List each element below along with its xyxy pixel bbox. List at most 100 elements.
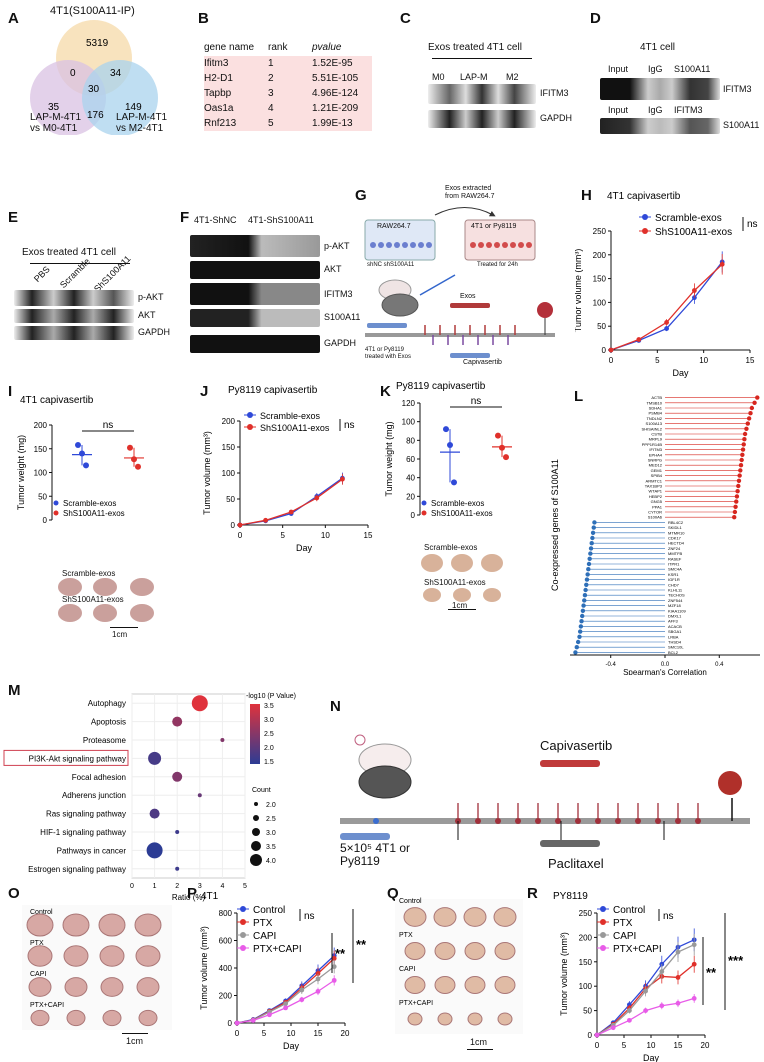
lollipop-head	[591, 525, 596, 530]
x-tick-label: 0.0	[661, 662, 670, 668]
lollipop-head	[577, 634, 582, 639]
lollipop-head	[742, 431, 748, 437]
data-point	[263, 517, 268, 523]
blot-band-s100a11	[190, 309, 320, 327]
y-tick-label: 50	[226, 495, 235, 504]
gene-label: GEM1	[651, 468, 663, 473]
chart-h: 4T1 capivasertib 0 50 100 150 200 250 0 5 10 15 Day…	[575, 191, 758, 378]
lane-igg: IgG	[648, 105, 663, 115]
gene-label: SPIB4	[651, 473, 663, 478]
bubble	[175, 866, 180, 871]
bubble	[148, 751, 162, 765]
category-label: Ras signaling pathway	[46, 810, 126, 819]
lollipop-head	[752, 400, 757, 405]
gene-label: KSR1	[668, 572, 679, 577]
bubble	[191, 695, 208, 712]
lollipop-head	[746, 416, 752, 421]
legend-marker	[421, 510, 427, 516]
data-point	[451, 479, 457, 486]
data-point	[675, 1000, 681, 1006]
panel-l: L ACTB TMSB10 SDHA1 PSMB4 TNDLN2 S100A13 SHISA…	[540, 388, 764, 675]
legend-marker	[53, 510, 59, 516]
y-axis-label: Tumor volume (mm³)	[202, 431, 212, 515]
y-tick-label: 200	[579, 933, 593, 942]
bubble	[220, 738, 225, 742]
category-label: Apoptosis	[91, 718, 126, 727]
dose-dot	[695, 818, 701, 824]
y-tick-label: 200	[222, 417, 236, 426]
y-tick-label: 0	[602, 346, 607, 355]
panel-label: C	[400, 10, 411, 27]
lane-pbs: PBS	[32, 264, 52, 285]
tumor	[494, 942, 516, 960]
gene-table-cell: 1.21E-209	[312, 103, 359, 114]
y-tick-label: 150	[593, 275, 607, 284]
photo-row-label: PTX+CAPI	[399, 1000, 433, 1007]
panel-d: D 4T1 cell Input IgG S100A11 IFITM3 Inpu…	[580, 0, 764, 135]
data-point	[443, 426, 449, 433]
panel-label: P	[187, 885, 198, 902]
gene-table-cell: 5.51E-105	[312, 73, 359, 84]
gene-label: PPA1	[652, 504, 663, 509]
size-legend-dot	[254, 802, 258, 806]
lollipop-head	[590, 535, 595, 541]
tumor	[493, 907, 517, 927]
data-point	[315, 988, 321, 994]
colorbar-tick: 2.0	[264, 745, 274, 752]
lollipop-head	[734, 494, 740, 499]
dish-2-sub: Treated for 24h	[477, 262, 518, 268]
blot-band-akt	[14, 309, 134, 323]
gene-label: ACTB	[651, 395, 662, 400]
lollipop-head	[592, 520, 597, 525]
gene-table-cell: 3	[268, 88, 274, 99]
data-point	[499, 444, 505, 451]
tumor-photo-k	[421, 554, 503, 602]
tumor-grid-o: Control PTX CAPI PTX+CAPI	[26, 909, 162, 1027]
dose-dot	[595, 818, 601, 824]
legend-label: Scramble-exos	[63, 499, 116, 508]
tumor	[403, 907, 427, 927]
bubble	[146, 842, 163, 859]
blot-band-pakt	[14, 290, 134, 306]
chart-j: Py8119 capivasertib 0 50 100 150 200 0 5 10 15 Day…	[202, 385, 373, 553]
scale-bar-label: 1cm	[112, 630, 128, 639]
y-tick-label: 150	[222, 443, 236, 452]
y-tick-label: 60	[406, 455, 415, 464]
y-axis-label: Tumor weight (mg)	[16, 435, 26, 510]
gene-table-row: Rnf213 5 1.99E-13	[204, 116, 372, 131]
data-point	[135, 463, 141, 470]
data-point	[627, 1008, 632, 1013]
tumor	[434, 942, 456, 960]
band-label: IFITM3	[324, 289, 353, 299]
band-label: p-AKT	[324, 241, 350, 251]
venn-left-right: 176	[87, 110, 104, 121]
panel-h: H 4T1 capivasertib 0 50 100 150 200 250 0 5 10 15 D…	[575, 185, 764, 385]
category-label: Adherens junction	[62, 791, 126, 800]
data-point	[610, 1025, 616, 1031]
tumor	[63, 945, 89, 967]
colorbar-tick: 2.5	[264, 731, 274, 738]
dose-dot	[615, 818, 621, 824]
tumor	[134, 913, 162, 937]
venn-top-right: 34	[110, 68, 122, 79]
lollipop-head	[586, 567, 591, 572]
gene-label: SHISAINL2	[642, 426, 663, 431]
gene-table-cell: 1.52E-95	[312, 58, 353, 69]
lollipop-head	[740, 452, 745, 457]
x-tick-label: 15	[364, 531, 373, 540]
gene-label: ZNF544	[668, 598, 683, 603]
legend-label: PTX+CAPI	[613, 944, 662, 955]
chart-k: Py8119 capivasertib 0 20 40 60 80 100 120 Tumor …	[384, 381, 512, 520]
legend-label: PTX	[253, 918, 273, 929]
x-tick-label: 5	[622, 1041, 627, 1050]
gene-label: SNRPG	[648, 458, 662, 463]
series-line	[236, 955, 335, 1024]
gene-label: ARMTC1	[646, 478, 663, 483]
gene-label: ITPR1	[668, 562, 680, 567]
data-point	[288, 509, 294, 515]
data-point	[131, 456, 137, 463]
tumor	[494, 976, 516, 994]
lollipop-head	[755, 395, 760, 400]
panel-e: E Exos treated 4T1 cell PBS Scramble ShS…	[0, 185, 180, 340]
gene-table-body: Ifitm3 1 1.52E-95 H2-D1 2 5.51E-105 Tapbp 3 4.96…	[204, 56, 372, 131]
